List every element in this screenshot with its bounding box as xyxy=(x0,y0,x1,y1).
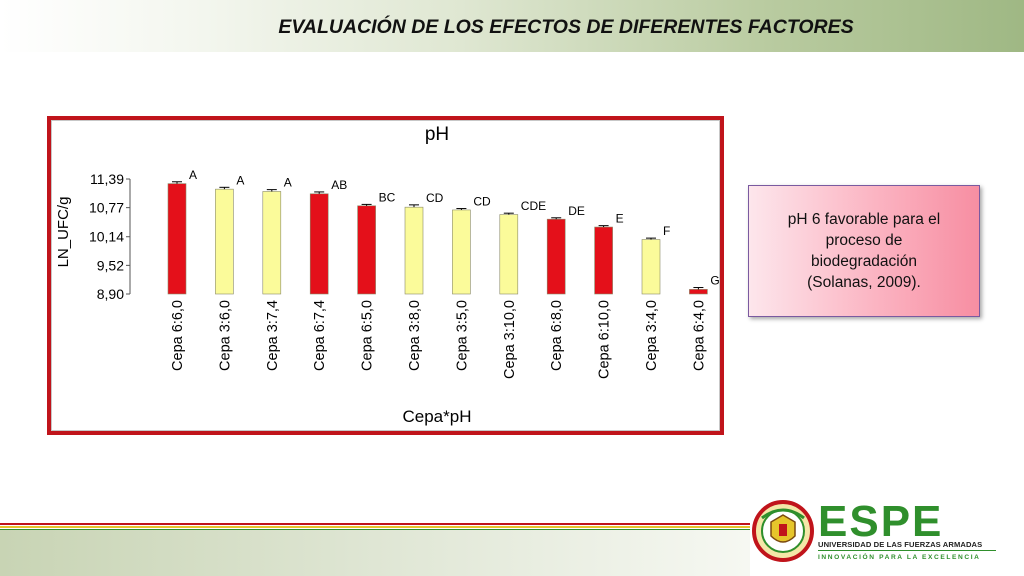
university-motto: INNOVACIÓN PARA LA EXCELENCIA xyxy=(818,554,981,561)
logo-divider xyxy=(818,550,996,551)
note-callout: pH 6 favorable para el proceso de biodeg… xyxy=(748,185,980,317)
bar xyxy=(546,218,566,295)
group-label: A xyxy=(189,168,197,182)
x-tick-label: Cepa 3:6,0 xyxy=(217,300,233,371)
x-tick-label: Cepa 3:4,0 xyxy=(644,300,660,371)
bar xyxy=(262,191,282,295)
x-tick-label: Cepa 6:4,0 xyxy=(691,300,707,371)
bar xyxy=(215,188,234,295)
y-tick-label: 11,39 xyxy=(90,171,124,187)
university-seal-icon xyxy=(752,500,814,562)
group-label: G xyxy=(710,274,719,288)
group-label: F xyxy=(663,224,670,238)
y-tick-label: 8,90 xyxy=(97,286,124,302)
group-label: A xyxy=(236,173,244,187)
y-tick-label: 10,14 xyxy=(89,229,124,245)
group-label: DE xyxy=(568,204,585,218)
x-tick-label: Cepa 3:5,0 xyxy=(454,300,470,371)
x-tick-label: Cepa 6:8,0 xyxy=(549,300,565,371)
bar xyxy=(641,239,661,295)
x-tick-label: Cepa 6:7,4 xyxy=(312,300,328,371)
group-label: A xyxy=(284,176,292,190)
x-tick-label: Cepa 6:6,0 xyxy=(170,300,186,371)
university-name: UNIVERSIDAD DE LAS FUERZAS ARMADAS xyxy=(818,540,983,549)
group-label: BC xyxy=(379,190,396,204)
bar xyxy=(689,289,708,295)
x-axis-label: Cepa*pH xyxy=(403,407,472,426)
group-label: CD xyxy=(473,195,491,209)
x-tick-label: Cepa 6:5,0 xyxy=(360,300,376,371)
chart-frame: pH Cepa*pH LN_UFC/g 11,39 10,77 10,14 9,52 8… xyxy=(47,116,724,435)
x-tick-label: Cepa 3:8,0 xyxy=(407,300,423,371)
bar xyxy=(404,206,424,295)
note-text: pH 6 favorable para el proceso de biodeg… xyxy=(787,211,941,291)
x-tick-label: Cepa 3:7,4 xyxy=(265,300,281,371)
bar xyxy=(357,205,376,295)
plot-area: 11,39 10,77 10,14 9,52 8,90 A Cepa 6:6,0 A Cepa … xyxy=(89,168,720,379)
x-tick-label: Cepa 3:10,0 xyxy=(502,300,518,379)
group-label: E xyxy=(616,212,624,226)
slide-title: EVALUACIÓN DE LOS EFECTOS DE DIFERENTES … xyxy=(278,16,854,38)
bar xyxy=(309,193,329,295)
bar xyxy=(452,209,471,295)
chart-title: pH xyxy=(425,124,449,145)
title-band xyxy=(0,0,1024,52)
group-label: CD xyxy=(426,191,444,205)
y-tick-label: 9,52 xyxy=(97,257,124,273)
y-tick-label: 10,77 xyxy=(89,200,124,216)
footer-band xyxy=(0,530,750,576)
y-axis-label: LN_UFC/g xyxy=(55,197,72,268)
bar xyxy=(594,226,613,295)
group-label: CDE xyxy=(521,199,546,213)
chart-inner-border xyxy=(51,120,720,431)
bar xyxy=(499,214,519,295)
group-label: AB xyxy=(331,178,347,192)
espe-wordmark: ESPE xyxy=(818,497,944,546)
bar xyxy=(167,183,187,295)
bar-chart: pH Cepa*pH LN_UFC/g 11,39 10,77 10,14 9,52 8… xyxy=(51,120,720,431)
x-tick-label: Cepa 6:10,0 xyxy=(597,300,613,379)
